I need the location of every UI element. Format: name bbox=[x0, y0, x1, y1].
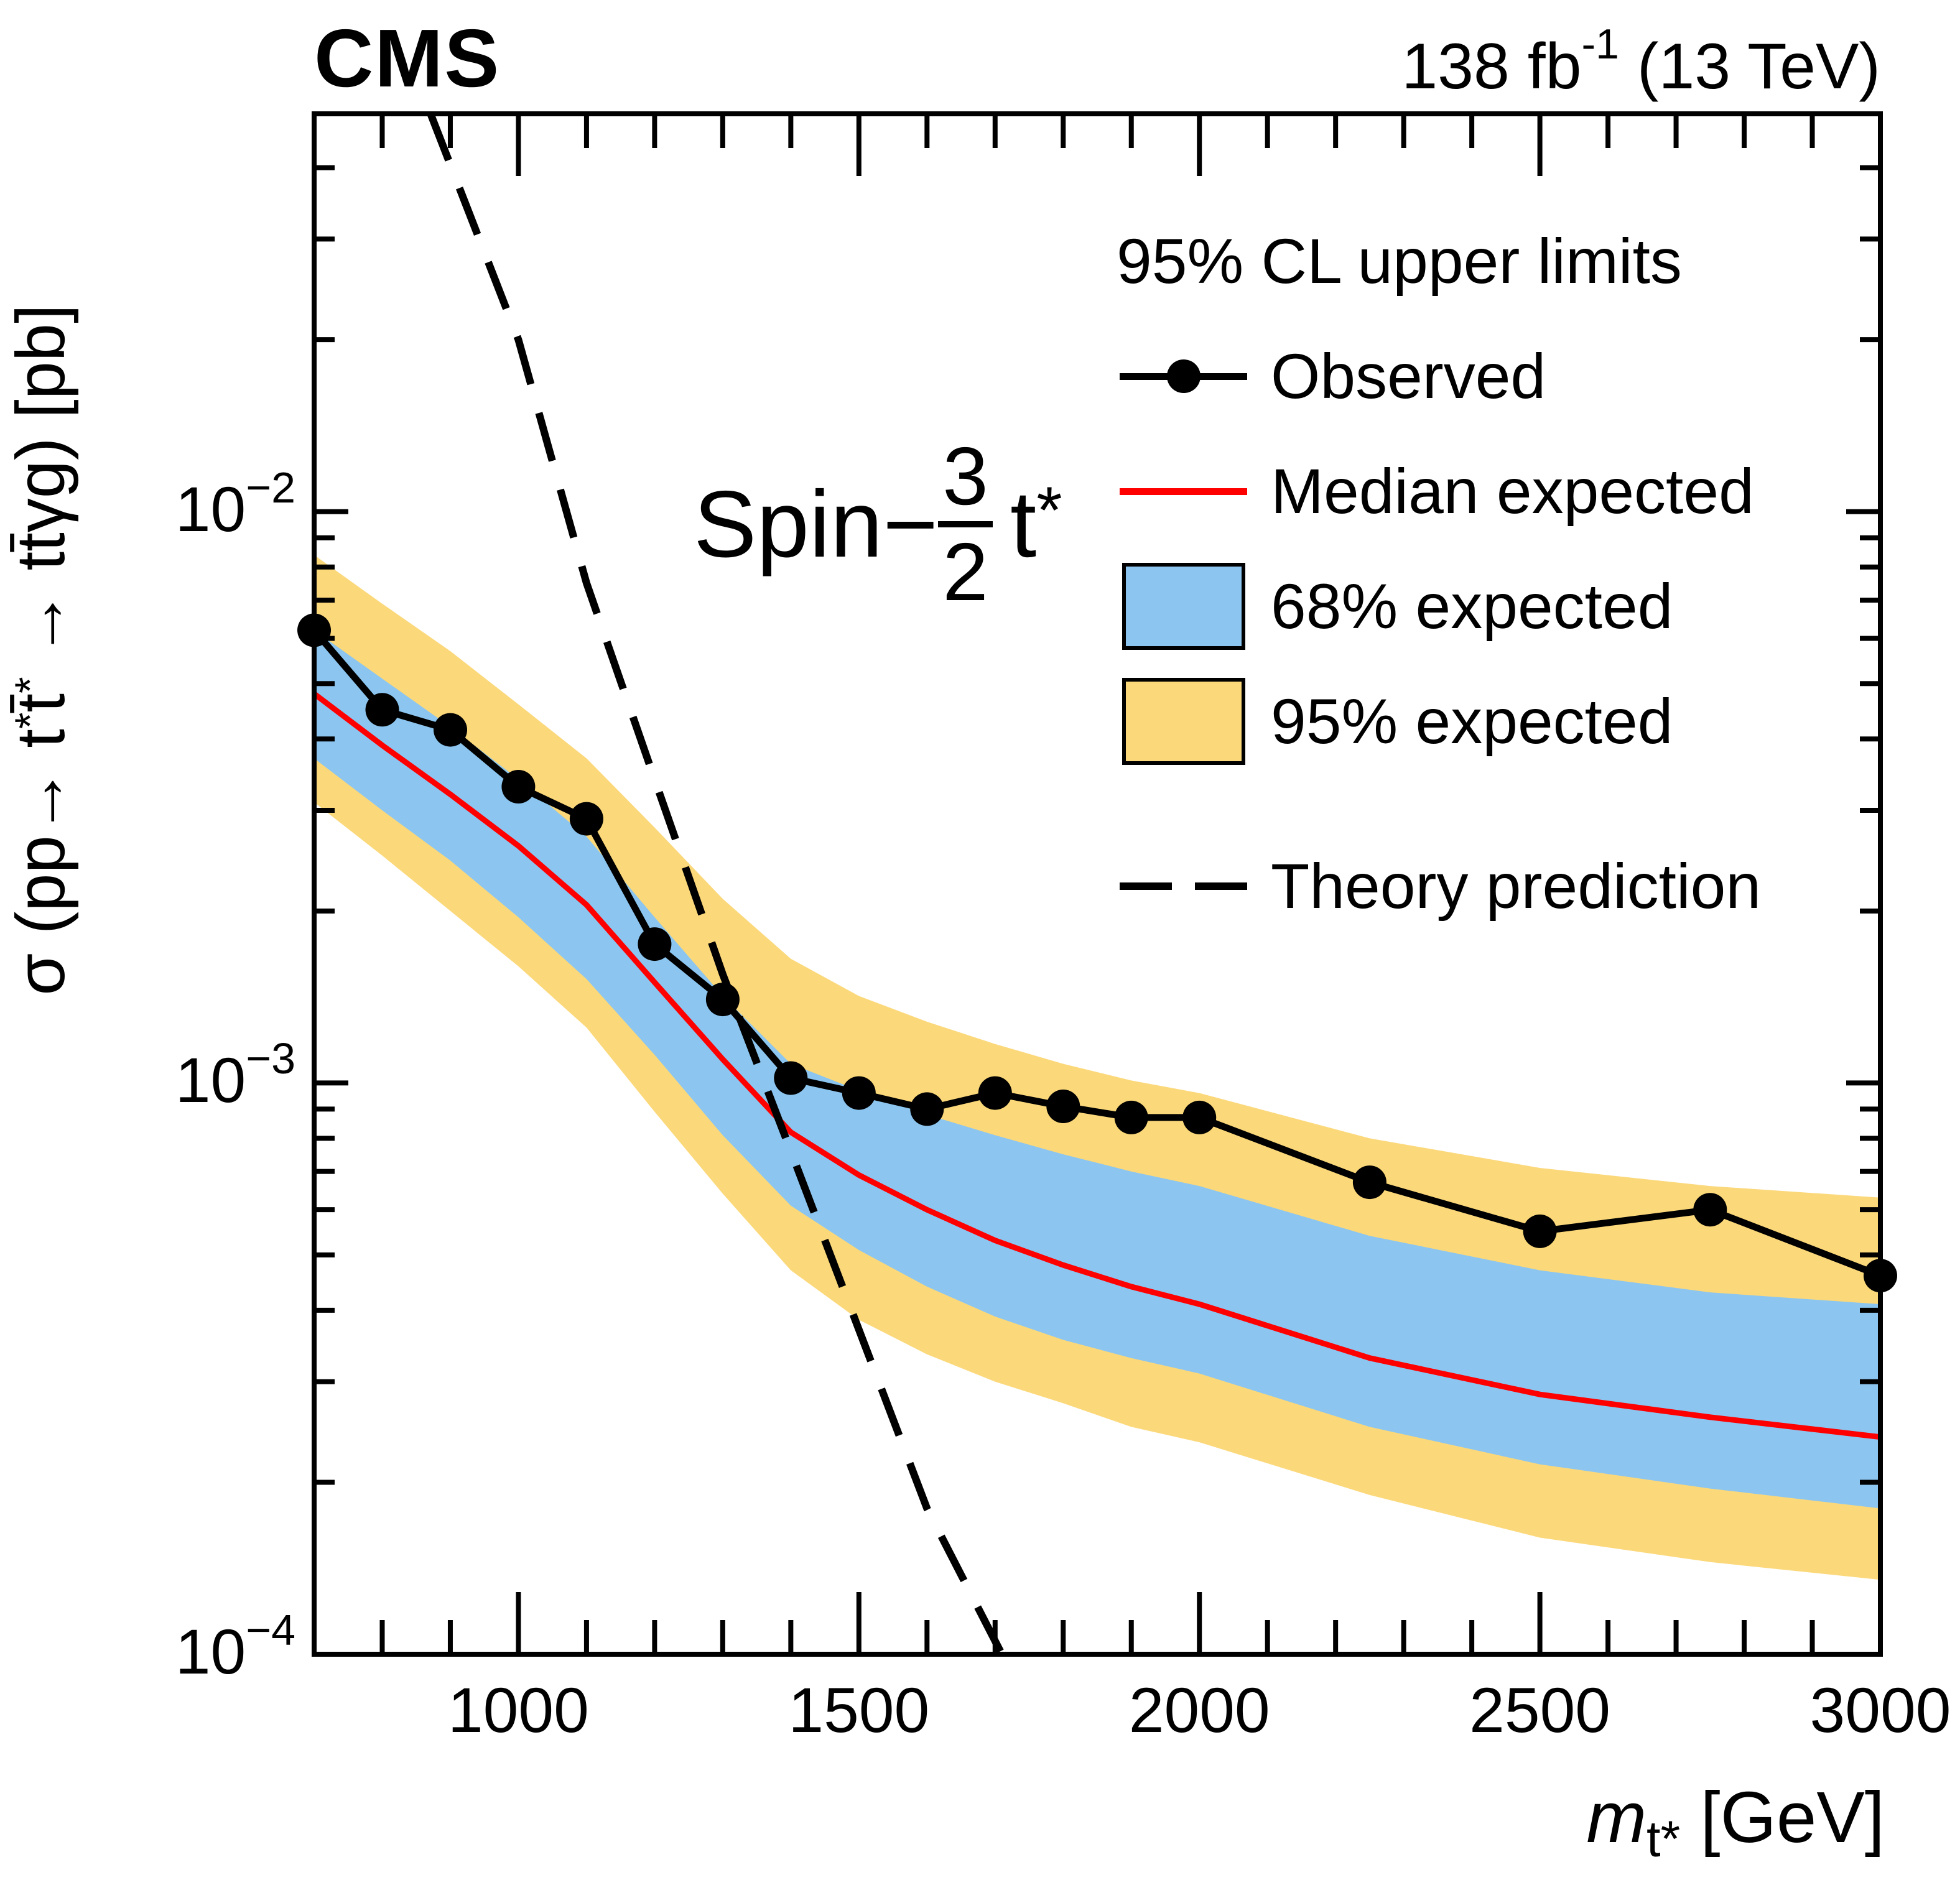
legend-row-95-expected: 95% expected bbox=[1120, 678, 1673, 765]
rich-text-segment: → tt̄γg) [pb] bbox=[2, 304, 79, 677]
theory-dash-icon bbox=[1195, 882, 1247, 890]
y-tick-exponent: −2 bbox=[246, 463, 295, 512]
rich-text-segment: m bbox=[1586, 1777, 1647, 1858]
spin-particle-symbol: t bbox=[1010, 471, 1037, 577]
x-tick-label: 1500 bbox=[788, 1675, 930, 1746]
y-tick-base: 10 bbox=[175, 1616, 246, 1687]
x-tick-label: 1000 bbox=[447, 1675, 589, 1746]
legend-row-observed: Observed bbox=[1120, 333, 1546, 420]
observed-point bbox=[1864, 1259, 1897, 1293]
rich-text-segment: (13 TeV) bbox=[1619, 30, 1880, 103]
legend-title: 95% CL upper limits bbox=[1117, 226, 1682, 297]
observed-point bbox=[1523, 1214, 1557, 1248]
legend-label-95-expected: 95% expected bbox=[1271, 685, 1673, 757]
theory-dashes-icon bbox=[1120, 882, 1247, 890]
observed-point bbox=[774, 1061, 808, 1095]
legend-row-median: Median expected bbox=[1120, 448, 1754, 535]
rich-text-segment: 138 fb bbox=[1401, 30, 1582, 103]
observed-point bbox=[705, 983, 740, 1017]
observed-point bbox=[842, 1076, 876, 1110]
observed-point bbox=[1182, 1100, 1217, 1134]
plot-frame bbox=[312, 111, 1883, 1657]
legend-label-68-expected: 68% expected bbox=[1271, 570, 1673, 642]
observed-point bbox=[910, 1092, 944, 1126]
median-expected-line bbox=[312, 691, 1881, 1440]
y-tick-exponent: −3 bbox=[246, 1034, 295, 1083]
experiment-label: CMS bbox=[314, 12, 501, 104]
observed-dot-icon bbox=[1166, 359, 1201, 393]
spin-fraction-numerator: 3 bbox=[942, 430, 988, 522]
band68-box-icon bbox=[1122, 563, 1245, 650]
observed-point bbox=[297, 613, 331, 647]
rich-text-segment: -1 bbox=[1581, 21, 1619, 68]
legend-label-theory: Theory prediction bbox=[1271, 850, 1762, 922]
spin-annotation-prefix: Spin− bbox=[694, 471, 938, 577]
observed-point bbox=[1046, 1090, 1080, 1123]
band68-marker-icon bbox=[1120, 563, 1247, 650]
luminosity-label: 138 fb-1 (13 TeV) bbox=[1401, 21, 1880, 104]
rich-text-segment: * bbox=[7, 677, 55, 693]
spin-particle: t* bbox=[1010, 470, 1062, 579]
x-tick-label: 2000 bbox=[1128, 1675, 1270, 1746]
theory-dashed-line-marker-icon bbox=[1120, 882, 1247, 890]
band95-marker-icon bbox=[1120, 678, 1247, 765]
rich-text-segment: σ (pp→ t bbox=[2, 729, 79, 996]
y-axis-title: σ (pp→ t*t̄* → tt̄γg) [pb] bbox=[1, 115, 88, 1185]
band95-box-icon bbox=[1122, 678, 1245, 765]
spin-particle-star: * bbox=[1036, 473, 1062, 548]
spin-fraction-denominator: 2 bbox=[942, 526, 988, 618]
observed-point bbox=[1352, 1165, 1386, 1200]
observed-point bbox=[365, 693, 399, 727]
rich-text-segment: t̄ bbox=[2, 693, 79, 713]
y-tick-label: 10−4 bbox=[109, 1606, 295, 1688]
x-axis-title: mt* [GeV] bbox=[1586, 1776, 1885, 1868]
spin-annotation: Spin− 3 2 t* bbox=[694, 435, 1062, 613]
observed-line-marker-icon bbox=[1120, 359, 1247, 393]
y-tick-base: 10 bbox=[175, 473, 246, 545]
legend-row-theory: Theory prediction bbox=[1120, 843, 1761, 930]
x-tick-label: 2500 bbox=[1469, 1675, 1611, 1746]
theory-dash-icon bbox=[1120, 882, 1172, 890]
x-tick-label: 3000 bbox=[1809, 1675, 1951, 1746]
observed-point bbox=[978, 1076, 1012, 1110]
observed-point bbox=[638, 927, 672, 961]
rich-text-segment: t* bbox=[1646, 1811, 1681, 1868]
median-line-marker-icon bbox=[1120, 488, 1247, 495]
band-68-expected bbox=[314, 630, 1880, 1509]
rich-text-segment: [GeV] bbox=[1680, 1777, 1885, 1858]
y-tick-label: 10−3 bbox=[109, 1034, 295, 1117]
legend-row-68-expected: 68% expected bbox=[1120, 563, 1673, 650]
observed-point bbox=[1693, 1193, 1727, 1227]
observed-point bbox=[501, 770, 536, 803]
y-tick-exponent: −4 bbox=[246, 1606, 295, 1654]
observed-point bbox=[1114, 1100, 1148, 1134]
legend-label-median: Median expected bbox=[1271, 455, 1754, 527]
theory-prediction-line bbox=[427, 112, 1006, 1656]
fraction-bar bbox=[938, 521, 993, 527]
rich-text-segment: * bbox=[7, 712, 55, 729]
y-tick-base: 10 bbox=[175, 1045, 246, 1116]
median-line-icon bbox=[1120, 488, 1247, 495]
legend-label-observed: Observed bbox=[1271, 340, 1546, 412]
y-tick-label: 10−2 bbox=[109, 463, 295, 546]
observed-point bbox=[569, 802, 603, 836]
observed-point bbox=[434, 713, 467, 747]
